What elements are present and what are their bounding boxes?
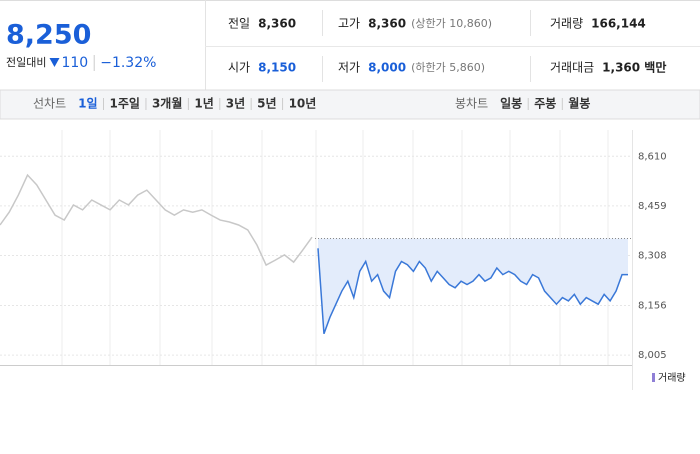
tab[interactable]: 주봉 — [534, 97, 556, 111]
y-tick-label: 8,156 — [638, 301, 667, 312]
y-tick-label: 8,308 — [638, 251, 667, 262]
price: 8,250 — [6, 20, 91, 51]
tab[interactable]: 월봉 — [568, 96, 590, 111]
stat-label: 시가 — [228, 61, 250, 75]
stat-value: 1,360 백만 — [602, 60, 666, 75]
y-tick-label: 8,610 — [638, 151, 667, 162]
stat-value: 8,360 — [258, 17, 296, 31]
tab-label: 선차트 — [33, 97, 66, 111]
tab-label: 봉차트 — [455, 97, 488, 111]
tab[interactable]: 5년 — [257, 97, 276, 111]
price-line — [317, 248, 628, 335]
legend-label: 거래량 — [658, 372, 686, 384]
stat-note: (상한가 10,860) — [411, 17, 492, 30]
y-tick-label: 8,459 — [638, 201, 667, 212]
legend-swatch — [652, 373, 655, 382]
area-fill — [318, 238, 628, 334]
price-line — [0, 173, 313, 267]
stat-value: 166,144 — [591, 17, 646, 31]
stat-label: 거래량 — [550, 17, 583, 31]
tab[interactable]: 1주일 — [110, 97, 140, 111]
tab[interactable]: 3년 — [226, 97, 245, 111]
tab[interactable]: 10년 — [289, 97, 317, 111]
y-tick-label: 8,005 — [638, 350, 667, 361]
change-label: 전일대비 — [6, 55, 46, 69]
stat-note: (하한가 5,860) — [411, 60, 485, 74]
tab[interactable]: 1년 — [194, 97, 213, 111]
stat-value: 8,360 — [368, 17, 406, 31]
down-arrow — [49, 58, 60, 67]
tab-bar — [0, 89, 700, 120]
tab[interactable]: 일봉 — [500, 97, 522, 111]
change-rate: −1.32% — [100, 55, 156, 71]
change: 110 — [61, 55, 88, 71]
tab[interactable]: 1일 — [78, 97, 97, 111]
stat-label: 전일 — [228, 17, 250, 31]
stat-label: 거래대금 — [550, 61, 594, 75]
stat-label: 고가 — [338, 17, 360, 31]
stat-label: 저가 — [338, 61, 360, 75]
tab[interactable]: 3개월 — [152, 96, 182, 111]
stat-value: 8,000 — [368, 61, 406, 75]
stat-value: 8,150 — [258, 61, 296, 75]
